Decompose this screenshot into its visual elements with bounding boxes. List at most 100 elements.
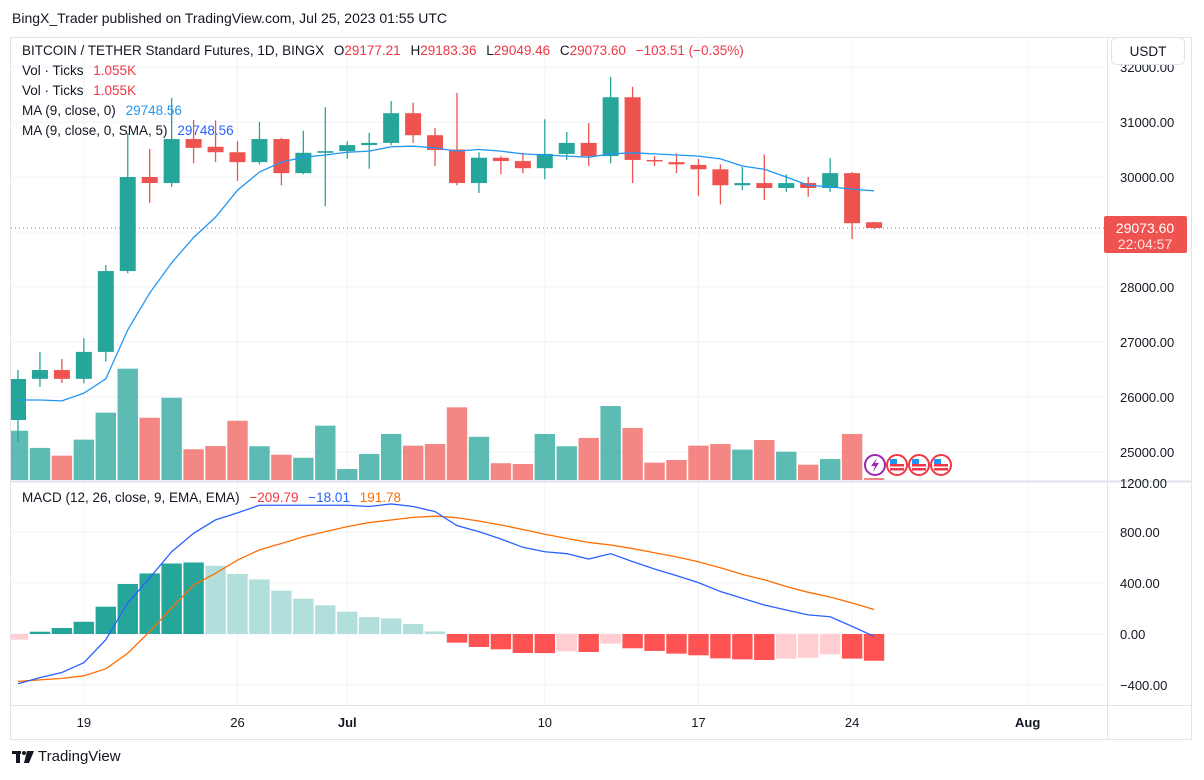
candle-body [31,370,48,379]
price-axis-label: 31000.00 [1120,115,1174,130]
macd-histogram-bar [863,634,885,661]
candle-body [514,161,531,169]
candle-body [97,271,114,352]
currency-button[interactable]: USDT [1111,37,1185,65]
candle-body [383,113,400,143]
time-axis-label: 26 [230,715,244,730]
macd-histogram-bar [512,634,534,653]
macd-histogram-bar [51,628,73,634]
volume-bar [512,463,534,480]
candle-body [844,173,861,224]
candle-body [119,177,136,272]
volume-bar [293,457,314,480]
candle-body [668,162,685,165]
macd-histogram-value: −209.79 [249,490,299,505]
tradingview-logo[interactable]: TradingView [12,748,121,765]
ma-legend-2[interactable]: MA (9, close, 0, SMA, 5) 29748.56 [22,123,234,138]
macd-histogram-bar [578,634,599,652]
price-axis-label: 28000.00 [1120,280,1174,295]
macd-line [17,503,875,685]
ma-legend-1[interactable]: MA (9, close, 0) 29748.56 [22,103,182,118]
macd-signal-value: 191.78 [359,490,402,505]
volume-value: 1.055K [93,83,137,98]
symbol-title[interactable]: BITCOIN / TETHER Standard Futures, 1D, B… [22,43,325,58]
volume-bar [161,397,182,480]
macd-histogram-bar [117,584,138,634]
candle-body [405,113,422,136]
volume-bar [29,447,51,480]
time-axis-label: 17 [691,715,705,730]
volume-bar [117,368,138,480]
volume-bar [424,443,446,480]
macd-histogram-bar [402,624,424,634]
macd-histogram-bar [249,579,270,634]
axes: 32000.0031000.0030000.0028000.0027000.00… [11,38,1192,740]
volume-bar [798,464,819,480]
macd-histogram-bar [710,634,731,659]
volume-legend-2[interactable]: Vol · Ticks 1.055K [22,83,136,98]
price-axis-label: 30000.00 [1120,170,1174,185]
change-value: −103.51 (−0.35%) [635,43,744,58]
volume-bar [819,459,841,480]
macd-histogram-bar [556,634,577,652]
volume-bar [11,430,29,480]
volume-value: 1.055K [93,63,137,78]
volume-bar [315,425,336,480]
lightning-event-icon[interactable] [864,454,886,476]
macd-histogram-bar [446,634,468,643]
volume-bar [380,433,402,480]
time-axis-label: Jul [338,715,357,730]
volume-bar [754,440,775,480]
candle-body [295,152,312,174]
volume-bar [688,445,709,480]
last-price-value: 29073.60 [1116,220,1175,236]
candle-body [536,153,553,169]
low-value: 29049.46 [493,43,551,58]
candlestick-series [11,76,883,442]
candle-body [141,177,158,184]
macd-histogram-bar [534,634,555,654]
time-axis-label: 19 [77,715,91,730]
macd-histogram-bar [841,634,863,659]
us-flag-event-icon[interactable] [930,454,952,476]
macd-histogram-bar [139,573,160,634]
time-axis-label: Aug [1015,715,1040,730]
volume-bar [622,427,643,480]
last-price-box [1104,216,1187,253]
macd-legend[interactable]: MACD (12, 26, close, 9, EMA, EMA) −209.7… [22,490,401,505]
volume-legend-1[interactable]: Vol · Ticks 1.055K [22,63,136,78]
volume-bar [227,420,248,480]
us-flag-event-icon[interactable] [886,454,908,476]
event-markers[interactable] [864,454,952,476]
us-flag-event-icon[interactable] [908,454,930,476]
macd-histogram-bar [183,562,204,634]
candle-body [427,135,444,151]
price-axis-label: 27000.00 [1120,335,1174,350]
publish-info: BingX_Trader published on TradingView.co… [12,10,448,26]
macd-histogram-bar [732,634,753,660]
volume-bar [468,436,490,480]
candle-body [866,222,883,228]
macd-histogram-bar [293,598,314,634]
macd-histogram-bar [337,611,358,634]
macd-histogram-bar [688,634,709,656]
volume-bar [249,446,270,480]
candle-body [339,145,356,152]
candle-body [646,159,663,162]
chart-frame [10,37,1192,740]
volume-bar [446,407,468,480]
volume-bar [139,417,160,480]
volume-label: Vol · Ticks [22,83,84,98]
macd-line-value: −18.01 [308,490,350,505]
macd-histogram-bar [11,634,29,640]
macd-histogram-bar [29,631,51,634]
candle-body [75,351,92,379]
candle-body [580,142,597,157]
high-value: 29183.36 [420,43,477,58]
price-axis-label: 25000.00 [1120,445,1174,460]
volume-bar [863,478,885,480]
ma-line [11,145,1107,402]
volume-bars [11,368,885,480]
ma-label: MA (9, close, 0) [22,103,116,118]
